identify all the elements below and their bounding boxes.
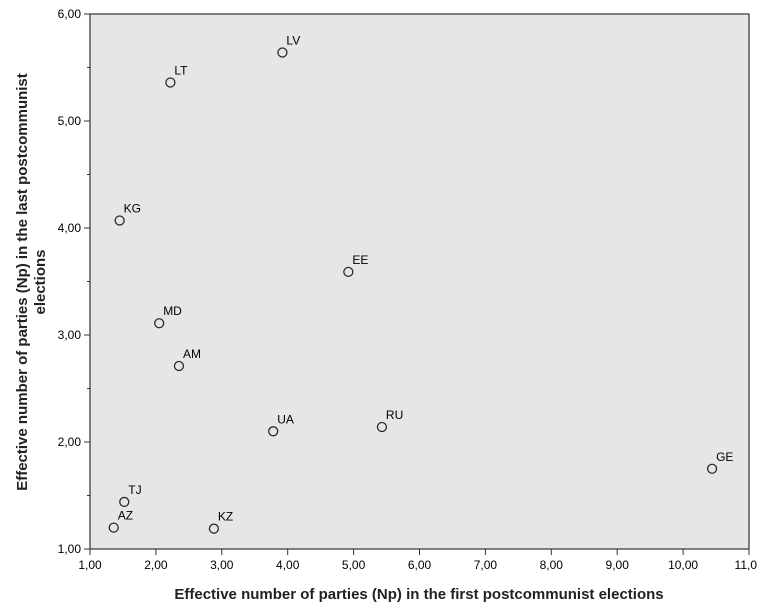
y-tick-label: 1,00	[58, 542, 82, 556]
x-tick-label: 3,00	[210, 558, 234, 572]
y-axis: 1,00 2,00 3,00 4,00 5,00 6,00	[58, 7, 90, 556]
x-tick-label: 7,00	[474, 558, 498, 572]
data-point-label: GE	[716, 450, 733, 464]
x-tick-label: 10,00	[668, 558, 698, 572]
y-tick-label: 5,00	[58, 114, 82, 128]
data-point-label: AM	[183, 347, 201, 361]
data-point	[376, 421, 388, 433]
data-point	[277, 47, 288, 58]
data-point	[268, 426, 279, 437]
x-tick-label: 6,00	[408, 558, 432, 572]
data-point	[165, 77, 176, 88]
data-point	[208, 523, 220, 534]
data-point-label: TJ	[128, 483, 141, 497]
x-tick-label: 8,00	[540, 558, 564, 572]
data-point-label: LT	[174, 63, 188, 77]
plot-area	[89, 13, 750, 550]
x-tick-label: 2,00	[144, 558, 168, 572]
data-point	[154, 318, 165, 329]
data-point	[343, 266, 354, 278]
data-point	[173, 360, 185, 372]
y-tick-label: 3,00	[58, 328, 82, 342]
x-axis-title: Effective number of parties (Np) in the …	[174, 586, 663, 603]
data-point	[119, 496, 130, 508]
x-tick-label: 5,00	[342, 558, 366, 572]
data-point-label: RU	[386, 408, 403, 422]
x-tick-label: 9,00	[606, 558, 630, 572]
y-tick-label: 2,00	[58, 435, 82, 449]
data-point-label: EE	[352, 253, 368, 267]
data-point	[114, 215, 125, 226]
data-point	[108, 522, 119, 533]
data-point-label: AZ	[118, 509, 133, 523]
y-tick-label: 4,00	[58, 221, 82, 235]
y-axis-title-line-1: Effective number of parties (Np) in the …	[14, 73, 31, 491]
y-axis-title-line-2: elections	[32, 249, 49, 314]
data-point	[706, 463, 718, 474]
x-tick-label: 1,00	[78, 558, 102, 572]
data-point-label: MD	[163, 304, 182, 318]
data-point-label: UA	[277, 412, 294, 426]
data-point-label: KG	[124, 202, 141, 216]
x-tick-label: 4,00	[276, 558, 300, 572]
y-tick-label: 6,00	[58, 7, 82, 21]
x-tick-label: 11,0	[735, 558, 758, 572]
data-points: LV LT KG EE MD AM UA RU GE TJ AZ KZ	[108, 34, 733, 534]
x-axis: 1,00 2,00 3,00 4,00 5,00 6,00 7,00 8,00 9,00 10,0…	[78, 549, 757, 572]
data-point-label: LV	[286, 34, 300, 48]
data-point-label: KZ	[218, 510, 233, 524]
